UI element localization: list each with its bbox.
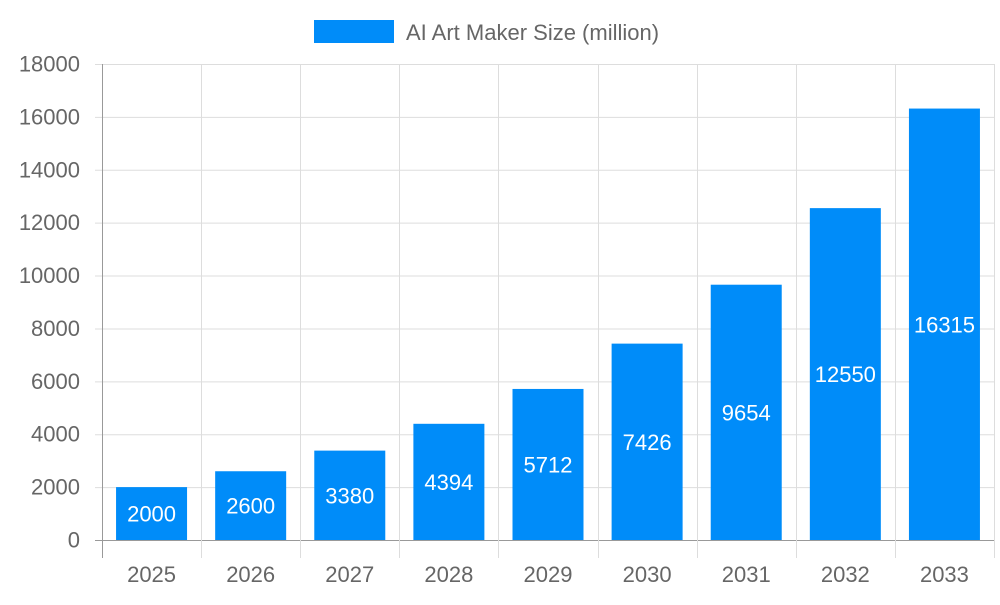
y-tick-label: 0 — [68, 528, 80, 553]
y-tick-label: 8000 — [31, 316, 80, 341]
data-label: 2600 — [226, 494, 275, 519]
bar — [215, 471, 287, 540]
y-tick-label: 16000 — [19, 104, 80, 129]
y-tick-label: 2000 — [31, 475, 80, 500]
bar — [710, 284, 782, 540]
bar — [413, 423, 485, 540]
y-tick-label: 10000 — [19, 263, 80, 288]
y-tick-label: 14000 — [19, 157, 80, 182]
bars: 2000 2600 3380 4394 5712 7426 9654 12550 16315 — [116, 108, 980, 540]
bar — [611, 343, 683, 540]
data-label: 5712 — [524, 452, 573, 477]
x-tick-label: 2030 — [623, 562, 672, 587]
grid — [95, 64, 995, 558]
y-tick-label: 6000 — [31, 369, 80, 394]
x-tick-label: 2026 — [226, 562, 275, 587]
x-tick-label: 2025 — [127, 562, 176, 587]
y-tick-label: 18000 — [19, 52, 80, 77]
data-label: 9654 — [722, 400, 771, 425]
bar — [314, 450, 386, 540]
bar — [116, 487, 188, 540]
data-label: 7426 — [623, 430, 672, 455]
y-tick-label: 12000 — [19, 210, 80, 235]
data-label: 4394 — [424, 470, 473, 495]
y-tick-label: 4000 — [31, 422, 80, 447]
data-label: 16315 — [914, 312, 975, 337]
legend[interactable]: AI Art Maker Size (million) — [314, 20, 659, 45]
bar — [809, 208, 881, 540]
data-label: 12550 — [815, 362, 876, 387]
x-tick-label: 2028 — [424, 562, 473, 587]
x-tick-label: 2033 — [920, 562, 969, 587]
x-tick-label: 2032 — [821, 562, 870, 587]
legend-label: AI Art Maker Size (million) — [406, 20, 659, 45]
x-tick-label: 2031 — [722, 562, 771, 587]
bar — [908, 108, 980, 540]
data-label: 3380 — [325, 483, 374, 508]
data-label: 2000 — [127, 502, 176, 527]
x-tick-label: 2027 — [325, 562, 374, 587]
bar — [512, 388, 584, 540]
x-tick-label: 2029 — [524, 562, 573, 587]
axes: 0 2000 4000 6000 8000 10000 12000 14000 16000 180… — [19, 52, 969, 588]
legend-swatch — [314, 20, 394, 43]
